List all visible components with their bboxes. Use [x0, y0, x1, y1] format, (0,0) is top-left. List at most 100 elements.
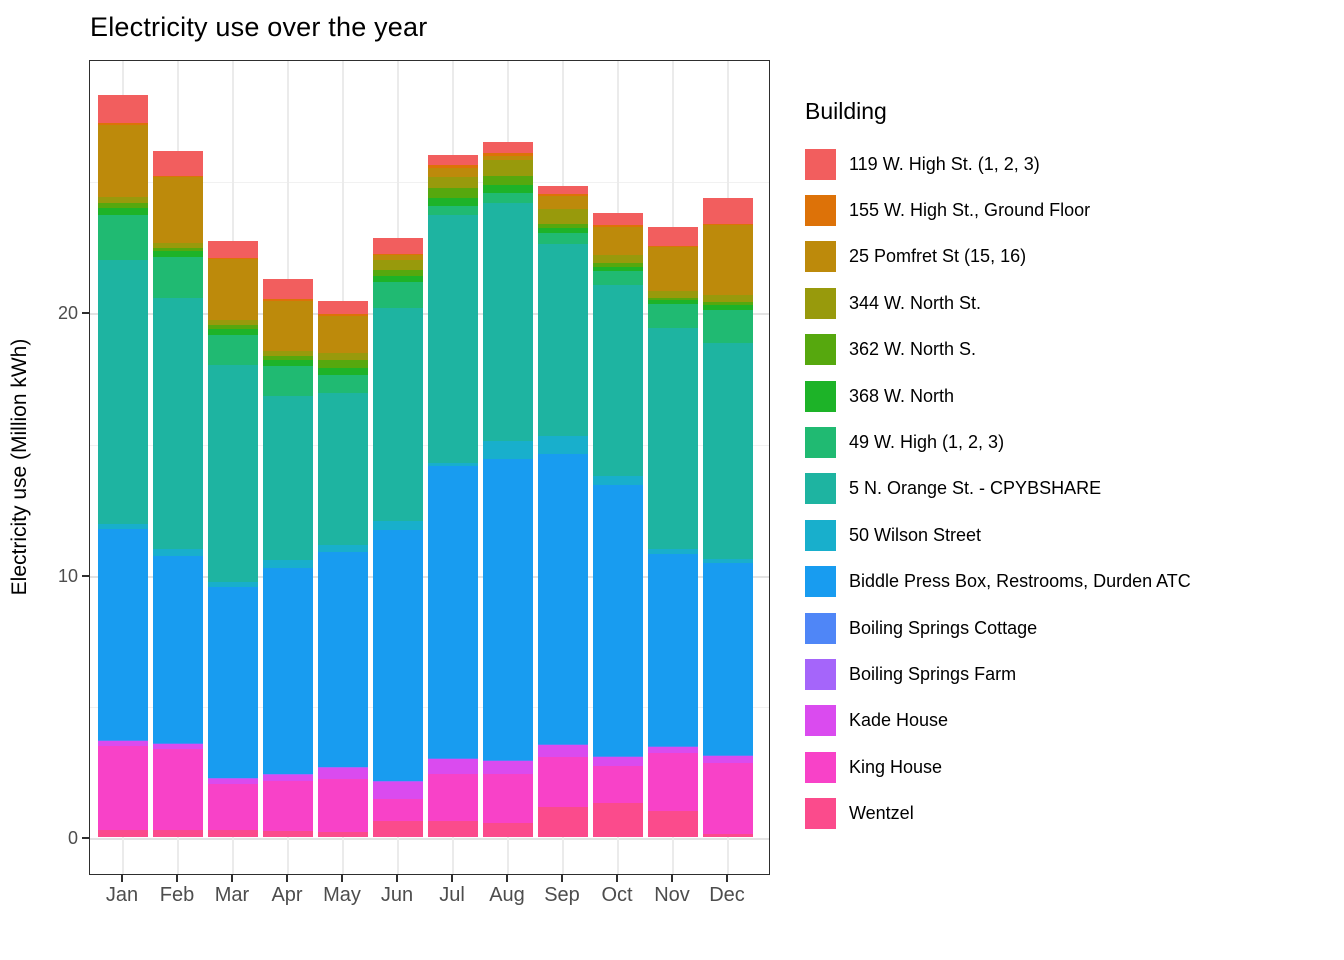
bar-segment-may-series-11 — [318, 767, 368, 768]
bar-segment-aug-series-8 — [483, 440, 533, 460]
x-tick-label-nov: Nov — [654, 884, 690, 906]
bar-dec — [703, 198, 753, 837]
bar-segment-oct-series-8 — [593, 475, 643, 486]
bar-segment-jul-series-0 — [428, 155, 478, 165]
legend: Building 119 W. High St. (1, 2, 3) 155 W.… — [805, 98, 1191, 837]
bar-segment-apr-series-1 — [263, 299, 313, 301]
bar-segment-nov-series-11 — [648, 746, 698, 748]
bar-segment-nov-series-8 — [648, 548, 698, 555]
legend-swatch-1 — [805, 195, 836, 227]
legend-label-8: 50 Wilson Street — [849, 524, 982, 545]
bar-segment-jun-series-10 — [373, 780, 423, 782]
x-tick-aug — [506, 875, 508, 882]
bar-segment-aug-series-9 — [483, 459, 533, 761]
bar-segment-jun-series-4 — [373, 270, 423, 277]
bar-segment-jun-series-0 — [373, 237, 423, 254]
legend-item-12: Kade House — [805, 698, 1191, 744]
bar-segment-dec-series-7 — [703, 343, 753, 560]
bar-apr — [263, 279, 313, 837]
bar-segment-jul-series-8 — [428, 462, 478, 466]
bar-segment-sep-series-7 — [538, 244, 588, 436]
bar-segment-oct-series-0 — [593, 213, 643, 226]
bar-segment-aug-series-13 — [483, 774, 533, 824]
x-tick-label-apr: Apr — [271, 884, 303, 906]
bar-segment-sep-series-12 — [538, 745, 588, 758]
bar-segment-mar-series-14 — [208, 829, 258, 837]
bar-segment-jan-series-8 — [98, 523, 148, 529]
bar-segment-sep-series-13 — [538, 757, 588, 808]
bar-segment-dec-series-14 — [703, 833, 753, 837]
bar-segment-sep-series-14 — [538, 807, 588, 837]
bar-segment-oct-series-4 — [593, 262, 643, 267]
bar-segment-may-series-12 — [318, 767, 368, 779]
bar-segment-oct-series-14 — [593, 802, 643, 837]
bar-segment-mar-series-11 — [208, 778, 258, 779]
bar-segment-oct-series-6 — [593, 271, 643, 285]
bar-segment-sep-series-0 — [538, 186, 588, 194]
bar-segment-mar-series-5 — [208, 328, 258, 335]
bar-segment-feb-series-10 — [153, 743, 203, 744]
bar-mar — [208, 240, 258, 837]
bar-jul — [428, 155, 478, 837]
bar-segment-jul-series-14 — [428, 821, 478, 837]
bar-segment-feb-series-8 — [153, 549, 203, 556]
y-tick-0 — [82, 837, 89, 839]
bar-segment-jan-series-14 — [98, 829, 148, 837]
bar-segment-oct-series-11 — [593, 756, 643, 758]
bar-segment-apr-series-7 — [263, 396, 313, 560]
bar-segment-may-series-6 — [318, 374, 368, 393]
bar-segment-jul-series-7 — [428, 214, 478, 463]
bar-segment-apr-series-10 — [263, 773, 313, 775]
bar-segment-dec-series-8 — [703, 559, 753, 564]
bar-segment-oct-series-3 — [593, 254, 643, 263]
legend-item-10: Boiling Springs Cottage — [805, 605, 1191, 651]
legend-item-9: Biddle Press Box, Restrooms, Durden ATC — [805, 559, 1191, 605]
bar-segment-jan-series-3 — [98, 197, 148, 204]
legend-item-7: 5 N. Orange St. - CPYBSHARE — [805, 466, 1191, 512]
bar-segment-dec-series-12 — [703, 756, 753, 763]
bar-segment-jan-series-11 — [98, 740, 148, 742]
bar-segment-jul-series-6 — [428, 206, 478, 215]
bar-jan — [98, 95, 148, 837]
bar-segment-apr-series-12 — [263, 774, 313, 782]
bar-segment-jun-series-11 — [373, 781, 423, 782]
x-tick-label-may: May — [323, 884, 361, 906]
bar-segment-jul-series-13 — [428, 774, 478, 821]
x-tick-dec — [726, 875, 728, 882]
bar-segment-mar-series-4 — [208, 324, 258, 329]
legend-label-7: 5 N. Orange St. - CPYBSHARE — [849, 478, 1102, 499]
bar-segment-feb-series-2 — [153, 177, 203, 244]
bar-segment-jan-series-7 — [98, 260, 148, 524]
x-tick-label-dec: Dec — [709, 884, 745, 906]
legend-label-3: 344 W. North St. — [849, 292, 982, 313]
bar-segment-mar-series-12 — [208, 779, 258, 785]
bar-segment-oct-series-13 — [593, 766, 643, 803]
bar-segment-may-series-2 — [318, 315, 368, 353]
bar-oct — [593, 213, 643, 837]
legend-label-12: Kade House — [849, 710, 949, 731]
legend-item-5: 368 W. North — [805, 373, 1191, 419]
bar-segment-may-series-4 — [318, 359, 368, 368]
bar-segment-feb-series-7 — [153, 297, 203, 550]
bar-segment-jun-series-12 — [373, 781, 423, 799]
bar-segment-jul-series-1 — [428, 164, 478, 169]
bar-segment-feb-series-12 — [153, 744, 203, 750]
legend-swatch-5 — [805, 380, 836, 412]
bar-segment-feb-series-13 — [153, 749, 203, 830]
y-tick-20 — [82, 312, 89, 314]
legend-swatch-3 — [805, 287, 836, 319]
legend-swatch-0 — [805, 148, 836, 180]
bar-segment-dec-series-5 — [703, 304, 753, 310]
legend-label-4: 362 W. North S. — [849, 339, 977, 360]
bar-segment-oct-series-9 — [593, 485, 643, 757]
bar-segment-sep-series-5 — [538, 228, 588, 234]
y-tick-label-20: 20 — [57, 303, 78, 323]
x-tick-label-jun: Jun — [380, 884, 414, 906]
bar-segment-apr-series-6 — [263, 366, 313, 397]
bar-segment-nov-series-5 — [648, 300, 698, 305]
bar-segment-aug-series-14 — [483, 823, 533, 837]
x-tick-may — [341, 875, 343, 882]
legend-label-11: Boiling Springs Farm — [849, 663, 1017, 684]
bar-segment-may-series-1 — [318, 314, 368, 316]
plot-panel — [89, 60, 770, 875]
